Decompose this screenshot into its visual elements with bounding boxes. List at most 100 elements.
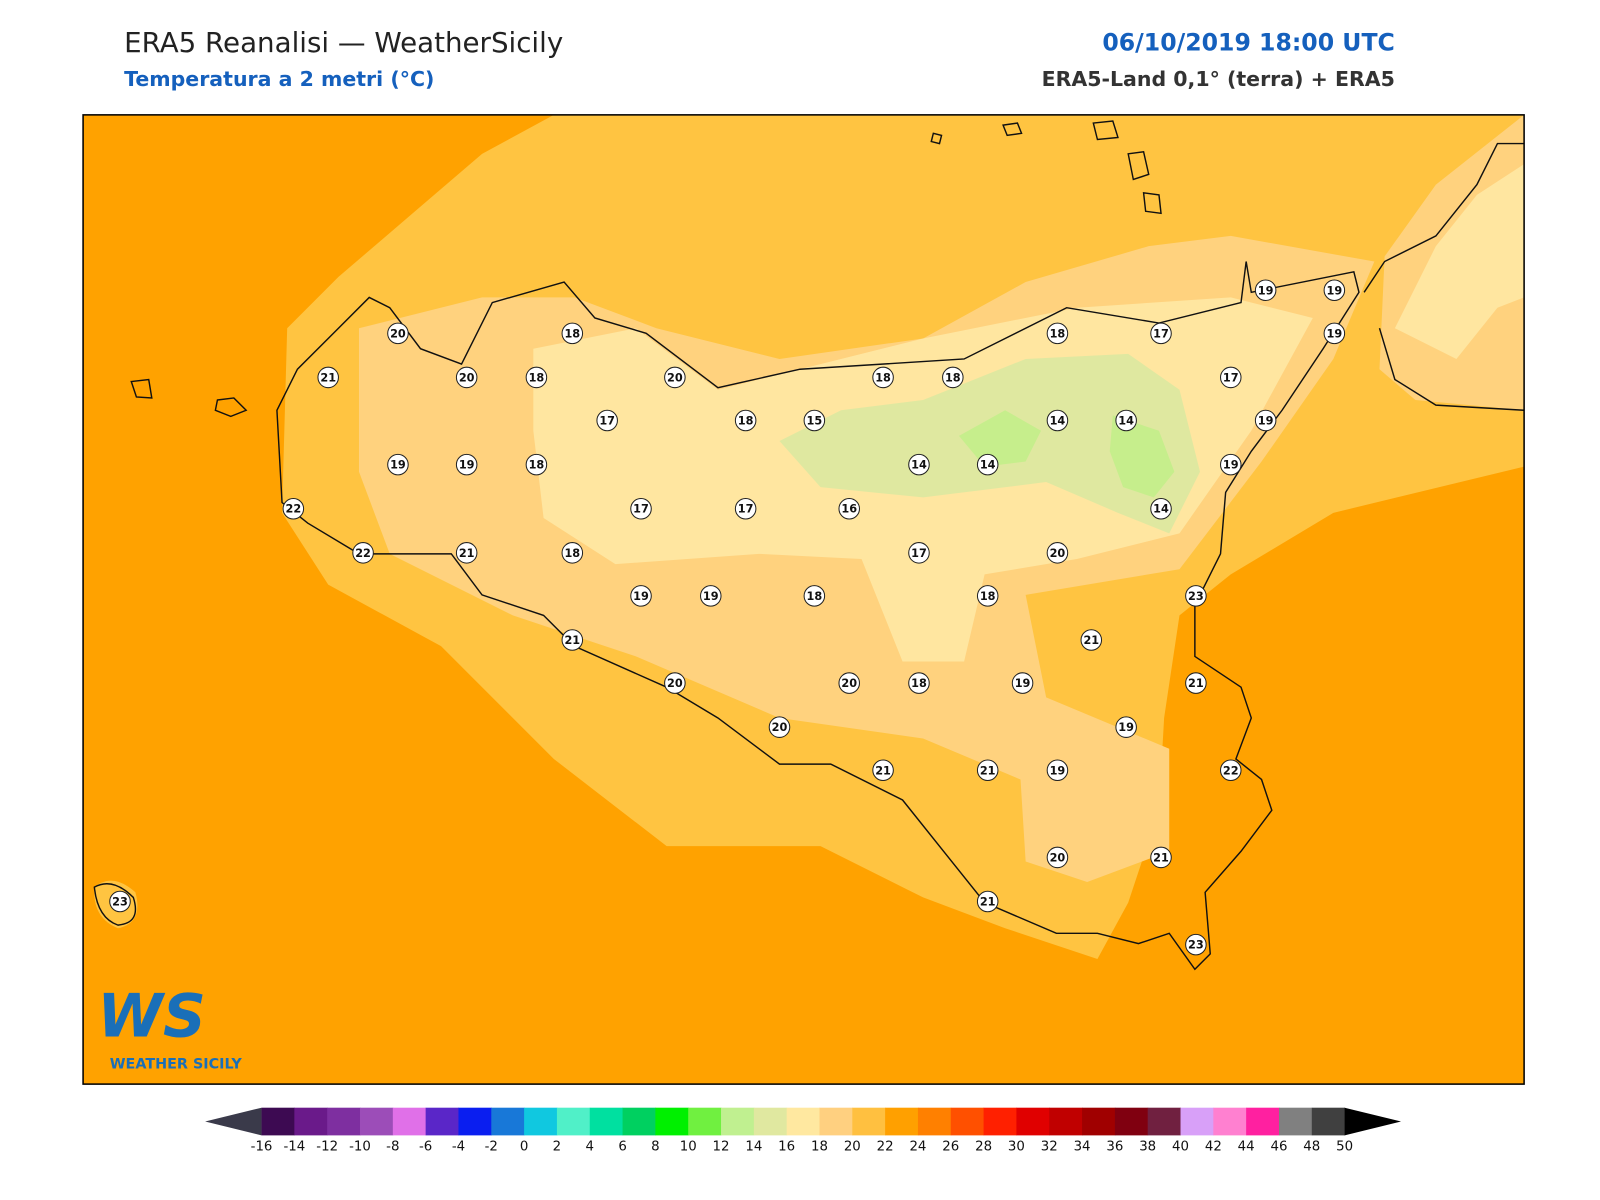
- station-value: 17: [1153, 327, 1169, 340]
- station-marker: [734, 409, 757, 432]
- colorbar-bin: [917, 1107, 952, 1136]
- station-marker: [872, 759, 894, 782]
- station-marker: [561, 629, 584, 651]
- colorbar-bin: [392, 1107, 427, 1136]
- station-marker: [976, 890, 999, 913]
- colorbar-tick-label: -12: [316, 1140, 338, 1155]
- station-value: 19: [1327, 327, 1343, 340]
- subtitle: Temperatura a 2 metri (°C): [124, 67, 434, 91]
- colorbar-bin: [1082, 1107, 1116, 1136]
- station-value: 18: [911, 677, 927, 690]
- colorbar-bin: [327, 1107, 361, 1136]
- station-value: 18: [529, 459, 545, 472]
- title: ERA5 Reanalisi — WeatherSicily: [124, 26, 563, 59]
- station-marker: [1046, 759, 1069, 782]
- colorbar-tick-label: -16: [251, 1140, 273, 1155]
- station-marker: [908, 453, 930, 476]
- station-marker: [1220, 366, 1242, 389]
- station-value: 19: [1015, 677, 1031, 690]
- station-value: 20: [772, 721, 788, 734]
- station-marker: [561, 542, 584, 564]
- station-value: 20: [1050, 547, 1066, 560]
- station-value: 14: [980, 459, 996, 472]
- station-value: 20: [667, 677, 683, 690]
- colorbar-bin: [655, 1107, 689, 1136]
- station-marker: [1046, 409, 1069, 432]
- station-marker: [803, 585, 826, 607]
- colorbar-bin: [524, 1107, 558, 1136]
- station-marker: [908, 542, 930, 564]
- colorbar-tick-label: 16: [778, 1140, 795, 1155]
- station-marker: [455, 366, 478, 389]
- colorbar-bin: [294, 1107, 328, 1136]
- colorbar-tick-label: 28: [975, 1140, 992, 1155]
- contour-14b: [1109, 415, 1175, 498]
- colorbar-bin: [425, 1107, 459, 1136]
- station-value: 18: [945, 371, 961, 384]
- station-marker: [1115, 716, 1137, 738]
- colorbar-tick-label: 48: [1303, 1140, 1320, 1155]
- station-value: 22: [1223, 764, 1239, 777]
- station-value: 18: [1050, 327, 1066, 340]
- station-value: 18: [875, 371, 891, 384]
- station-marker: [1046, 542, 1069, 564]
- station-marker: [317, 366, 339, 389]
- station-value: 14: [911, 459, 927, 472]
- colorbar-tick-label: -4: [452, 1140, 465, 1155]
- colorbar-bin: [753, 1107, 788, 1136]
- colorbar-tick-label: 12: [713, 1140, 730, 1155]
- map: WS WEATHER SICILY 20 21 20 18 18 20 17 18 15 18 18…: [82, 114, 1525, 1085]
- colorbar-tick-label: 10: [680, 1140, 697, 1155]
- station-value: 21: [875, 764, 891, 777]
- station-value: 21: [1188, 677, 1204, 690]
- colorbar-bin: [950, 1107, 985, 1136]
- colorbar-tick-label: 38: [1139, 1140, 1156, 1155]
- station-value: 18: [564, 547, 580, 560]
- station-value: 21: [980, 896, 996, 909]
- station-marker: [1185, 585, 1207, 607]
- station-marker: [455, 453, 478, 476]
- colorbar-bin: [688, 1107, 722, 1136]
- colorbar-bin: [1213, 1107, 1247, 1136]
- station-value: 19: [1050, 764, 1066, 777]
- station-value: 20: [1050, 851, 1066, 864]
- colorbar-bin: [556, 1107, 591, 1136]
- station-marker: [596, 409, 618, 432]
- colorbar-bin: [261, 1107, 295, 1136]
- station-marker: [942, 366, 964, 389]
- station-marker: [1323, 279, 1346, 302]
- colorbar-bin: [983, 1107, 1017, 1136]
- station-marker: [908, 672, 930, 694]
- colorbar-bin: [1311, 1107, 1346, 1136]
- station-value: 17: [738, 503, 754, 516]
- station-value: 20: [459, 371, 475, 384]
- station-value: 19: [1223, 459, 1239, 472]
- station-marker: [387, 322, 409, 345]
- station-value: 21: [1083, 634, 1099, 647]
- station-value: 17: [911, 547, 927, 560]
- station-value: 21: [459, 547, 475, 560]
- station-value: 22: [285, 503, 301, 516]
- station-value: 14: [1118, 415, 1134, 428]
- station-value: 17: [1223, 371, 1239, 384]
- station-value: 19: [390, 459, 406, 472]
- colorbar-bin: [1246, 1107, 1280, 1136]
- station-marker: [561, 322, 584, 345]
- station-marker: [976, 453, 999, 476]
- logo-caption: WEATHER SICILY: [110, 1057, 243, 1073]
- colorbar-bin: [1180, 1107, 1214, 1136]
- station-marker: [1220, 453, 1242, 476]
- station-marker: [1185, 933, 1207, 956]
- colorbar-tick-label: 40: [1172, 1140, 1189, 1155]
- station-marker: [1150, 497, 1172, 520]
- station-marker: [1046, 322, 1069, 345]
- colorbar-tick-label: 26: [942, 1140, 959, 1155]
- station-marker: [1220, 759, 1242, 782]
- station-value: 19: [459, 459, 475, 472]
- station-value: 18: [564, 327, 580, 340]
- colorbar-tick-label: 6: [618, 1140, 626, 1155]
- station-marker: [455, 542, 478, 564]
- colorbar-tick-label: 0: [520, 1140, 528, 1155]
- colorbar-under: [205, 1107, 262, 1136]
